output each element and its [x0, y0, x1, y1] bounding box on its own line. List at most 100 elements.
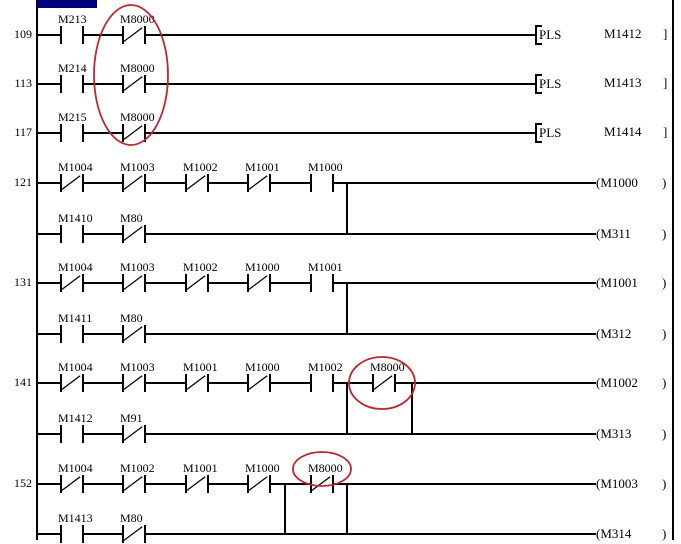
instruction-block[interactable]: PLS: [535, 25, 575, 45]
normally-closed-contact[interactable]: [247, 475, 271, 493]
normally-open-contact[interactable]: [60, 75, 84, 93]
instruction-block[interactable]: PLS: [535, 74, 575, 94]
normally-closed-contact[interactable]: [247, 174, 271, 192]
normally-closed-contact[interactable]: [247, 374, 271, 392]
normally-closed-contact[interactable]: [185, 174, 209, 192]
normally-open-contact[interactable]: [60, 26, 84, 44]
contact-bar-right: [332, 374, 334, 392]
contact-slash-icon: [248, 275, 268, 290]
wire-segment: [146, 333, 596, 335]
branch-152-right: [346, 484, 348, 534]
rung-number: 117: [14, 125, 32, 139]
normally-open-contact[interactable]: [60, 124, 84, 142]
contact-bar-left: [310, 374, 312, 392]
normally-closed-contact[interactable]: [185, 374, 209, 392]
normally-closed-contact[interactable]: [122, 325, 146, 343]
contact-slash-icon: [186, 476, 206, 491]
normally-open-contact[interactable]: [60, 525, 84, 543]
wire-segment: [84, 483, 122, 485]
wire-segment: [209, 483, 247, 485]
selected-cell-highlight[interactable]: [37, 0, 97, 8]
contact-bar-right: [82, 525, 84, 543]
contact-label: M1000: [245, 461, 280, 475]
output-coil[interactable]: (M1000: [596, 175, 638, 190]
contact-bar-left: [185, 475, 187, 493]
contact-bar-left: [122, 374, 124, 392]
contact-slash-icon: [123, 375, 143, 390]
normally-open-contact[interactable]: [310, 374, 334, 392]
instruction-close-bracket: ]: [663, 124, 668, 139]
rung-number: 121: [14, 175, 32, 189]
normally-closed-contact[interactable]: [60, 274, 84, 292]
contact-label: M8000: [120, 12, 155, 26]
normally-open-contact[interactable]: [60, 325, 84, 343]
contact-label: M1004: [58, 160, 93, 174]
normally-closed-contact[interactable]: [122, 124, 146, 142]
output-coil[interactable]: (M313: [596, 426, 632, 441]
wire-segment: [334, 182, 596, 184]
contact-slash-icon: [186, 175, 206, 190]
contact-bar-right: [82, 274, 84, 292]
output-coil[interactable]: (M311: [596, 226, 631, 241]
contact-bar-right: [82, 26, 84, 44]
normally-closed-contact[interactable]: [185, 274, 209, 292]
contact-label: M1000: [308, 160, 343, 174]
wire-segment: [37, 182, 60, 184]
contact-slash-icon: [248, 375, 268, 390]
wire-segment: [146, 533, 596, 535]
normally-closed-contact[interactable]: [122, 525, 146, 543]
rung-number: 109: [14, 27, 32, 41]
instruction-block[interactable]: PLS: [535, 123, 575, 143]
output-coil[interactable]: (M312: [596, 326, 632, 341]
normally-closed-contact[interactable]: [185, 475, 209, 493]
normally-open-contact[interactable]: [310, 174, 334, 192]
normally-closed-contact[interactable]: [60, 374, 84, 392]
normally-closed-contact[interactable]: [122, 174, 146, 192]
contact-bar-left: [60, 525, 62, 543]
normally-open-contact[interactable]: [310, 274, 334, 292]
contact-bar-left: [185, 174, 187, 192]
wire-segment: [84, 34, 122, 36]
normally-closed-contact[interactable]: [122, 225, 146, 243]
normally-closed-contact[interactable]: [60, 475, 84, 493]
contact-slash-icon: [123, 326, 143, 341]
normally-closed-contact[interactable]: [122, 274, 146, 292]
contact-slash-icon: [248, 175, 268, 190]
contact-slash-icon: [123, 526, 143, 541]
normally-closed-contact[interactable]: [310, 475, 334, 493]
contact-bar-right: [82, 225, 84, 243]
normally-closed-contact[interactable]: [247, 274, 271, 292]
output-coil-close: ): [662, 476, 667, 491]
contact-bar-left: [122, 225, 124, 243]
normally-closed-contact[interactable]: [122, 75, 146, 93]
output-coil[interactable]: (M314: [596, 526, 632, 541]
contact-label: M8000: [120, 110, 155, 124]
contact-label: M1413: [58, 511, 93, 525]
normally-closed-contact[interactable]: [122, 475, 146, 493]
normally-open-contact[interactable]: [60, 225, 84, 243]
wire-segment: [37, 34, 60, 36]
normally-closed-contact[interactable]: [122, 374, 146, 392]
wire-segment: [146, 233, 596, 235]
contact-label: M1003: [120, 260, 155, 274]
contact-bar-right: [82, 325, 84, 343]
output-coil[interactable]: (M1003: [596, 476, 638, 491]
contact-label: M91: [120, 411, 143, 425]
wire-segment: [271, 483, 310, 485]
contact-slash-icon: [61, 476, 81, 491]
output-coil-close: ): [662, 175, 667, 190]
normally-closed-contact[interactable]: [122, 425, 146, 443]
normally-closed-contact[interactable]: [122, 26, 146, 44]
wire-segment: [271, 182, 310, 184]
normally-closed-contact[interactable]: [372, 374, 396, 392]
branch-121: [346, 183, 348, 234]
contact-bar-right: [82, 124, 84, 142]
instruction-bracket: [535, 74, 537, 94]
output-coil[interactable]: (M1001: [596, 275, 638, 290]
normally-open-contact[interactable]: [60, 425, 84, 443]
normally-closed-contact[interactable]: [60, 174, 84, 192]
output-coil[interactable]: (M1002: [596, 375, 638, 390]
contact-bar-left: [247, 274, 249, 292]
wire-segment: [84, 333, 122, 335]
